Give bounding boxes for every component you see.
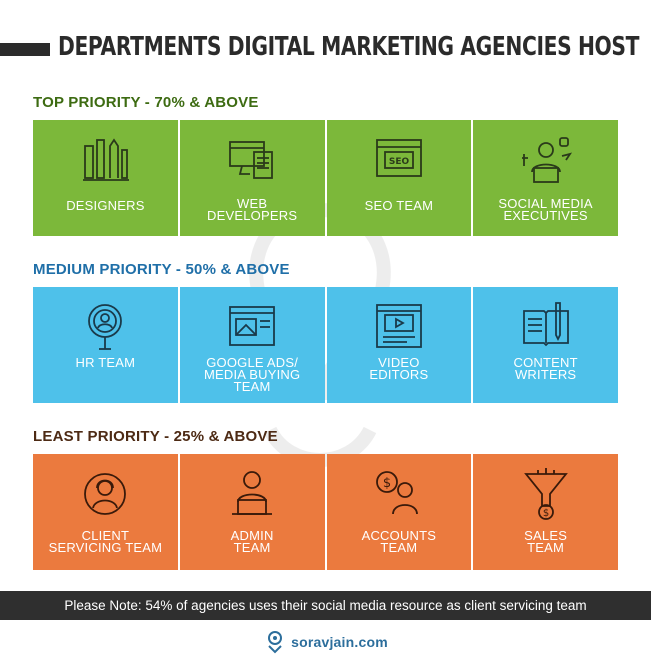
- svg-text:$: $: [542, 508, 548, 519]
- tile-label: ADMIN TEAM: [230, 528, 274, 555]
- tile-label: WEB DEVELOPERS: [207, 196, 298, 223]
- admin-laptop-icon: [224, 466, 280, 522]
- tile-sales-team: $ SALES TEAM: [473, 454, 618, 570]
- video-editor-icon: [371, 299, 427, 355]
- section-label: TOP PRIORITY - 70% & ABOVE: [33, 94, 259, 111]
- tile-seo-team: SEO SEO TEAM: [326, 120, 472, 236]
- tile-label: CLIENT SERVICING TEAM: [48, 528, 163, 555]
- tile-content-writers: CONTENT WRITERS: [473, 287, 618, 403]
- brand-logo-row: soravjain.com: [0, 628, 651, 656]
- accounts-dollar-icon: $: [371, 466, 427, 522]
- design-tools-icon: [77, 132, 133, 188]
- tile-designers: DESIGNERS: [33, 120, 178, 236]
- tile-video-editors: VIDEO EDITORS: [326, 287, 472, 403]
- sales-funnel-icon: $: [518, 466, 574, 522]
- tile-google-ads: GOOGLE ADS/MEDIA BUYING TEAM: [179, 287, 325, 403]
- tile-web-developers: WEB DEVELOPERS: [179, 120, 325, 236]
- tile-grid: DESIGNERS WEB DEVELOPERS SEO SEO TEAM: [33, 120, 618, 236]
- ads-window-icon: [224, 299, 280, 355]
- content-writer-icon: [518, 299, 574, 355]
- tile-accounts-team: $ ACCOUNTS TEAM: [326, 454, 472, 570]
- footer-note: Please Note: 54% of agencies uses their …: [0, 591, 651, 620]
- tile-social-media-executives: SOCIAL MEDIA EXECUTIVES: [473, 120, 618, 236]
- soravjain-logo-icon: [268, 631, 283, 654]
- tile-grid: HR TEAM GOOGLE ADS/MEDIA BUYING TEAM VIDE…: [33, 287, 618, 403]
- tile-label: DESIGNERS: [66, 198, 145, 213]
- page-title: DEPARTMENTS DIGITAL MARKETING AGENCIES H…: [58, 32, 640, 62]
- tile-label: HR TEAM: [75, 355, 136, 370]
- tile-client-servicing: CLIENT SERVICING TEAM: [33, 454, 178, 570]
- seo-browser-icon: SEO: [371, 132, 427, 188]
- section-label: LEAST PRIORITY - 25% & ABOVE: [33, 428, 278, 445]
- tile-admin-team: ADMIN TEAM: [179, 454, 325, 570]
- tile-grid: CLIENT SERVICING TEAM ADMIN TEAM $ ACCOUNT…: [33, 454, 618, 570]
- section-label: MEDIUM PRIORITY - 50% & ABOVE: [33, 261, 290, 278]
- tile-label: SOCIAL MEDIA EXECUTIVES: [498, 196, 593, 223]
- tile-label: SALES TEAM: [524, 528, 568, 555]
- web-developer-icon: [224, 132, 280, 188]
- client-service-icon: [77, 466, 133, 522]
- tile-hr-team: HR TEAM: [33, 287, 178, 403]
- svg-text:SEO: SEO: [389, 157, 410, 167]
- title-accent-bar: [0, 43, 50, 56]
- social-media-executive-icon: [518, 132, 574, 188]
- tile-label: GOOGLE ADS/MEDIA BUYING TEAM: [203, 355, 301, 394]
- tile-label: VIDEO EDITORS: [369, 355, 429, 382]
- tile-label: ACCOUNTS TEAM: [361, 528, 437, 555]
- tile-label: CONTENT WRITERS: [513, 355, 578, 382]
- tile-label: SEO TEAM: [364, 198, 434, 213]
- brand-name: soravjain.com: [291, 634, 388, 650]
- hr-magnifier-icon: [77, 299, 133, 355]
- svg-text:$: $: [383, 476, 391, 491]
